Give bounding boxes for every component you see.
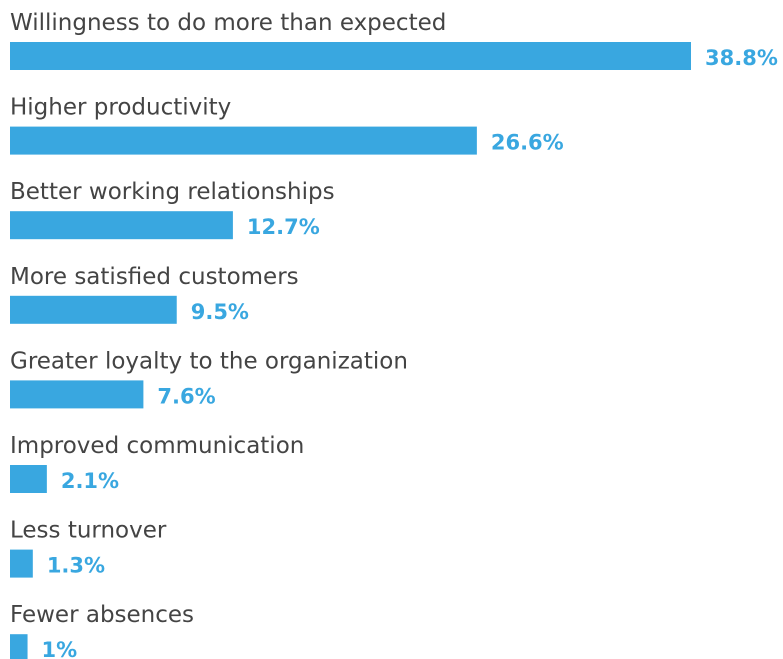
category-label: Better working relationships — [10, 179, 335, 205]
category-label: Greater loyalty to the organization — [10, 348, 408, 374]
value-label: 38.8% — [705, 46, 778, 70]
bar — [10, 549, 33, 578]
bar — [10, 465, 47, 493]
category-label: Fewer absences — [10, 602, 194, 628]
value-label: 2.1% — [61, 469, 119, 493]
category-label: Less turnover — [10, 518, 167, 544]
bar — [10, 295, 177, 324]
value-label: 1% — [42, 638, 78, 659]
bar — [10, 42, 691, 70]
value-label: 12.7% — [247, 215, 320, 239]
category-label: Improved communication — [10, 433, 304, 459]
bar — [10, 380, 144, 409]
value-label: 7.6% — [157, 384, 215, 408]
category-label: Higher productivity — [10, 95, 231, 121]
bar — [10, 126, 477, 155]
bar — [10, 211, 233, 240]
value-label: 1.3% — [47, 554, 105, 578]
value-label: 26.6% — [491, 131, 564, 155]
category-label: More satisfied customers — [10, 264, 299, 290]
value-label: 9.5% — [191, 300, 249, 324]
bar — [10, 634, 28, 659]
category-label: Willingness to do more than expected — [10, 10, 446, 36]
